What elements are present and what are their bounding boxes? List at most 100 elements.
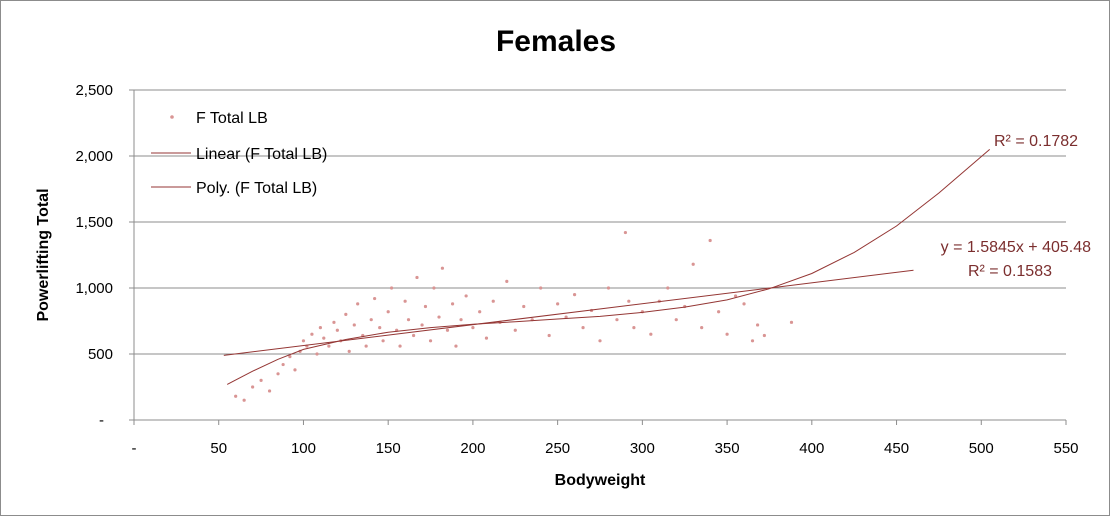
scatter-point	[450, 302, 455, 306]
scatter-point	[242, 398, 246, 402]
scatter-point	[691, 262, 695, 266]
scatter-point	[406, 318, 411, 322]
scatter-point	[381, 339, 385, 343]
scatter-point	[412, 333, 416, 338]
scatter-point	[471, 326, 475, 330]
scatter-point	[373, 296, 377, 301]
scatter-point	[484, 336, 489, 340]
scatter-point	[556, 302, 560, 306]
legend-label-poly: Poly. (F Total LB)	[196, 180, 317, 197]
scatter-point	[581, 326, 585, 330]
x-tick-label: 300	[630, 440, 655, 457]
scatter-point	[267, 389, 272, 393]
scatter-point	[428, 339, 433, 343]
scatter-point	[318, 326, 322, 330]
scatter-point	[789, 320, 794, 324]
scatter-point	[437, 315, 441, 319]
scatter-point	[310, 332, 314, 336]
scatter-point	[344, 312, 348, 316]
linear-trendline	[223, 269, 914, 356]
scatter-point	[369, 318, 373, 322]
scatter-point	[347, 349, 351, 353]
scatter-point	[755, 323, 760, 327]
scatter-point	[403, 299, 407, 303]
legend-marker-scatter	[170, 115, 174, 119]
scatter-point	[352, 323, 356, 327]
x-tick-label: 550	[1053, 440, 1078, 457]
scatter-point	[332, 320, 336, 324]
linear-r2-label: R² = 0.1583	[968, 263, 1052, 280]
scatter-point	[454, 344, 458, 348]
scatter-point	[440, 266, 445, 270]
scatter-point	[606, 286, 611, 290]
scatter-point	[674, 318, 678, 322]
scatter-point	[666, 286, 670, 290]
scatter-point	[322, 336, 326, 340]
legend-label-linear: Linear (F Total LB)	[196, 146, 327, 163]
x-tick-label: 500	[969, 440, 994, 457]
x-axis-title: Bodyweight	[555, 472, 646, 489]
scatter-point	[615, 318, 619, 322]
scatter-point	[281, 362, 285, 367]
scatter-point	[539, 286, 543, 290]
scatter-point	[259, 378, 263, 382]
scatter-point	[750, 339, 755, 343]
scatter-point	[725, 332, 729, 336]
scatter-point	[632, 326, 636, 330]
scatter-point	[389, 286, 394, 290]
x-tick-label: 350	[715, 440, 740, 457]
scatter-point	[564, 315, 568, 319]
scatter-point	[627, 299, 631, 303]
y-tick-label: -	[99, 412, 104, 429]
x-tick-label: 50	[210, 440, 227, 457]
scatter-point	[522, 304, 526, 309]
scatter-point	[276, 372, 280, 376]
scatter-point	[386, 310, 390, 314]
scatter-point	[445, 328, 450, 332]
scatter-point	[415, 275, 419, 280]
scatter-layer	[234, 230, 794, 402]
scatter-point	[513, 328, 517, 332]
scatter-point	[649, 332, 653, 336]
tick-layer: - 50 100 150 200 250 300 350 400 450 500 550 - 500 1,0…	[75, 82, 1078, 457]
y-tick-label: 1,500	[75, 214, 113, 231]
x-tick-label: 100	[291, 440, 316, 457]
scatter-point	[572, 293, 577, 297]
scatter-point	[423, 304, 428, 309]
scatter-point	[398, 344, 402, 348]
axis-layer	[129, 89, 1067, 425]
scatter-point	[623, 230, 628, 235]
scatter-point	[315, 352, 319, 356]
scatter-point	[708, 238, 712, 243]
scatter-point	[547, 333, 551, 338]
x-tick-label: 450	[884, 440, 909, 457]
scatter-point	[733, 294, 738, 298]
scatter-point	[742, 302, 746, 306]
y-tick-label: 2,000	[75, 148, 113, 165]
x-tick-label: 400	[799, 440, 824, 457]
grid-layer	[134, 89, 1066, 355]
scatter-point	[505, 279, 509, 283]
x-tick-label: 250	[545, 440, 570, 457]
scatter-point	[335, 328, 339, 332]
legend-label-scatter: F Total LB	[196, 110, 268, 127]
scatter-point	[432, 286, 436, 290]
scatter-point	[420, 323, 424, 327]
scatter-point	[464, 294, 468, 298]
scatter-point	[478, 310, 482, 314]
scatter-point	[459, 318, 463, 322]
scatter-point	[251, 385, 255, 389]
scatter-point	[293, 368, 297, 372]
y-tick-label: 2,500	[75, 82, 113, 99]
scatter-point	[717, 310, 721, 314]
poly-r2-label: R² = 0.1782	[994, 133, 1078, 150]
y-tick-label: 500	[88, 346, 113, 363]
y-tick-label: 1,000	[75, 280, 113, 297]
scatter-point	[356, 302, 360, 306]
trend-layer	[223, 149, 991, 385]
x-tick-label: 200	[460, 440, 485, 457]
y-axis-title: Powerlifting Total	[35, 188, 52, 321]
scatter-point	[234, 394, 238, 398]
